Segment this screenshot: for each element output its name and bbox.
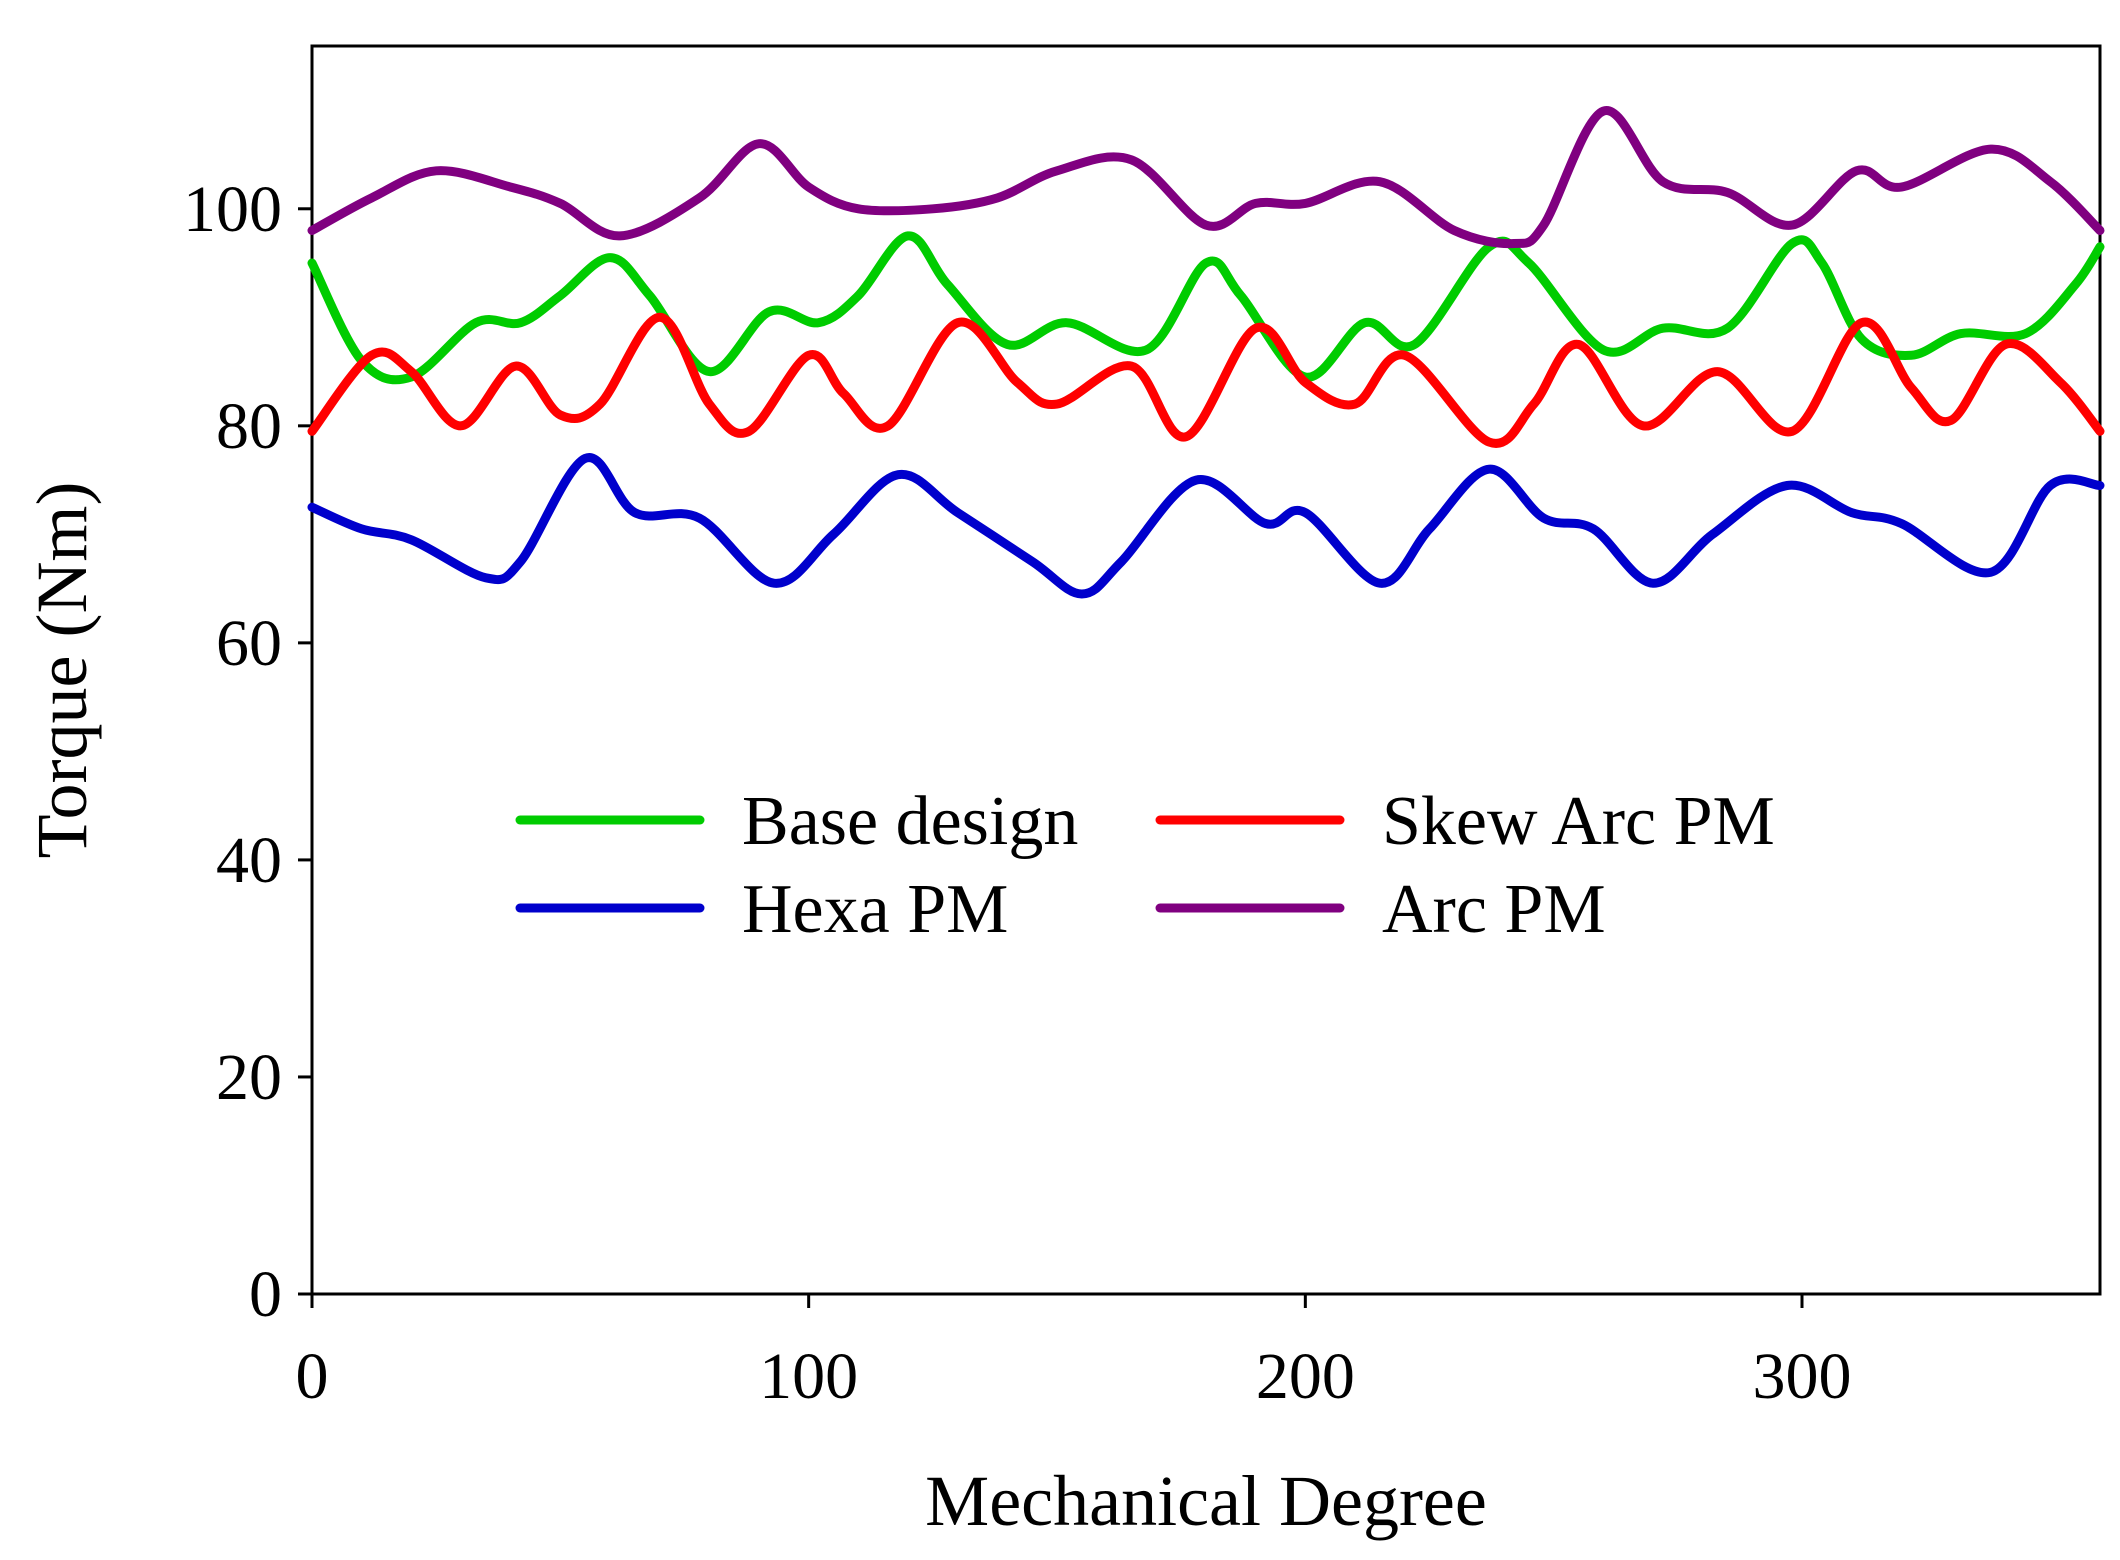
x-tick-label: 100 xyxy=(759,1340,858,1413)
axis-ticks: 0 100 200 300 0 20 40 60 80 100 xyxy=(183,173,1852,1413)
y-tick-label: 40 xyxy=(216,824,282,897)
x-axis-title: Mechanical Degree xyxy=(925,1461,1487,1541)
y-axis-title: Torque (Nm) xyxy=(22,482,102,859)
series-line-hexa-pm xyxy=(307,453,2105,599)
y-tick-label: 60 xyxy=(216,607,282,680)
y-tick-label: 80 xyxy=(216,390,282,463)
legend-label-hexa-pm: Hexa PM xyxy=(742,871,1008,948)
plot-frame xyxy=(310,44,2102,1296)
y-tick-label: 20 xyxy=(216,1041,282,1114)
legend-label-base-design: Base design xyxy=(742,783,1078,860)
series-line-skew-arc-pm xyxy=(307,312,2105,448)
y-tick-label: 100 xyxy=(183,173,282,246)
x-tick-label: 200 xyxy=(1256,1340,1355,1413)
y-tick-label: 0 xyxy=(249,1258,282,1331)
x-tick-label: 0 xyxy=(296,1340,329,1413)
series-layer xyxy=(307,106,2105,599)
legend-label-arc-pm: Arc PM xyxy=(1382,871,1606,948)
legend: Base design Skew Arc PM Hexa PM Arc PM xyxy=(515,783,1775,948)
legend-label-skew-arc-pm: Skew Arc PM xyxy=(1382,783,1775,860)
series-line-arc-pm xyxy=(307,106,2105,249)
x-tick-label: 300 xyxy=(1753,1340,1852,1413)
series-line-base-design xyxy=(307,231,2105,385)
